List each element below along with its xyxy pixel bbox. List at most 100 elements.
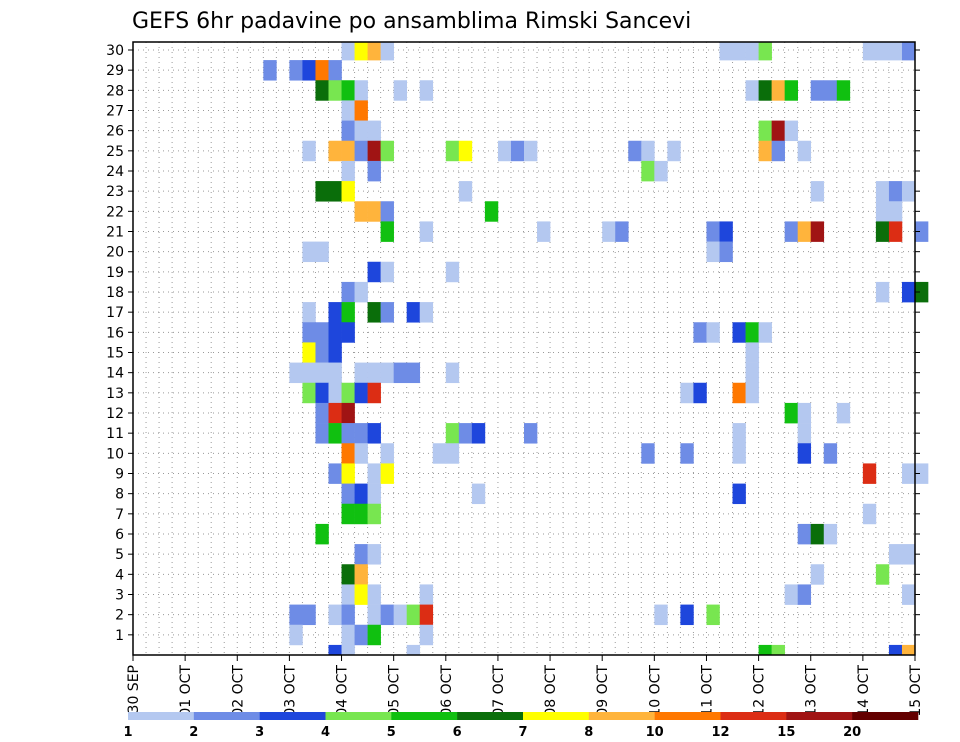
heatmap-cell [875,181,890,202]
y-tick-label: 22 [106,204,124,220]
heatmap-cell [328,362,342,384]
heatmap-cell [315,181,329,202]
heatmap-cell [328,402,342,424]
y-tick-label: 18 [106,285,124,301]
heatmap-cell [354,584,368,605]
y-tick-label: 29 [106,63,124,79]
heatmap-cell [315,322,329,343]
heatmap-cell [758,80,772,101]
heatmap-cell [810,80,825,101]
y-tick-label: 17 [106,305,124,321]
heatmap-cell [380,604,394,626]
heatmap-cell [354,564,368,585]
heatmap-cell [458,423,473,444]
chart-title: GEFS 6hr padavine po ansamblima Rimski S… [132,9,691,34]
heatmap-cell [628,140,642,162]
y-tick-label: 6 [115,527,124,543]
heatmap-cell [341,644,355,656]
heatmap-cell [445,362,460,384]
y-tick-label: 25 [106,144,124,160]
heatmap-cell [289,60,303,81]
heatmap-cell [380,201,394,222]
heatmap-cell [393,362,407,384]
heatmap-cell [875,564,890,585]
heatmap-cell [784,221,798,242]
heatmap-cell [367,423,381,444]
heatmap-cell [302,382,316,404]
grid-lines [133,42,915,655]
heatmap-cell [367,261,381,283]
heatmap-cell [901,544,916,565]
heatmap-cell [810,564,825,585]
heatmap-cell [875,42,890,61]
heatmap-cell [354,624,368,646]
heatmap-cell [341,120,355,142]
heatmap-cell [315,402,329,424]
legend-swatch [457,712,524,720]
heatmap-cell [471,483,486,505]
y-tick-label: 2 [115,608,124,624]
heatmap-cell [354,382,368,404]
x-tick-label: 10 OCT [647,665,663,717]
heatmap-cell [810,221,825,242]
heatmap-cell [367,503,381,525]
heatmap-cell [810,181,825,202]
heatmap-cell [680,604,694,626]
legend-swatch [852,712,919,720]
heatmap-cell [354,201,368,222]
heatmap-cell [862,463,877,484]
heatmap-cell [510,140,525,162]
heatmap-cell [354,281,368,303]
legend-label: 12 [711,725,729,740]
heatmap-cell [406,644,421,656]
heatmap-cell [367,160,381,182]
heatmap-cell [341,302,355,323]
x-tick-label: 14 OCT [856,665,872,717]
heatmap-cell [458,181,473,202]
heatmap-cell [354,100,368,121]
heatmap-cell [745,80,759,101]
heatmap-cell [706,221,720,242]
heatmap-cell [915,281,929,303]
heatmap-cell [302,342,316,363]
legend-swatch [325,712,392,720]
heatmap-cell [758,322,772,343]
heatmap-cell [654,604,668,626]
x-tick-label: 08 OCT [543,665,559,717]
heatmap-cell [719,42,733,61]
heatmap-cell [315,523,329,545]
heatmap-cell [341,42,355,61]
heatmap-cell [302,322,316,343]
heatmap-cell [537,221,551,242]
y-tick-label: 16 [106,325,124,341]
heatmap-cell [797,523,812,545]
x-tick-label: 02 OCT [230,665,246,717]
heatmap-cell [732,322,746,343]
heatmap-cell [758,140,772,162]
x-tick-label: 01 OCT [178,665,194,717]
x-tick-label: 05 OCT [387,665,403,717]
x-tick-label: 04 OCT [335,665,351,717]
heatmap-cell [784,402,798,424]
heatmap-cell [888,644,903,656]
legend-label: 1 [123,725,132,740]
heatmap-cell [354,443,368,464]
heatmap-cell [758,120,772,142]
heatmap-cell [484,201,499,222]
heatmap-cell [315,423,329,444]
heatmap-cell [615,221,629,242]
heatmap-cell [719,241,733,263]
heatmap-cell [406,604,421,626]
heatmap-cell [771,140,785,162]
heatmap-cell [797,584,812,605]
heatmap-cell [367,120,381,142]
heatmap-cell [745,322,759,343]
legend-label: 2 [189,725,198,740]
y-tick-label: 3 [115,588,124,604]
legend-label: 6 [453,725,462,740]
heatmap-cell [380,362,394,384]
y-tick-label: 10 [106,446,124,462]
heatmap-cell [888,42,903,61]
heatmap-cell [445,423,460,444]
y-tick-label: 21 [106,225,124,241]
